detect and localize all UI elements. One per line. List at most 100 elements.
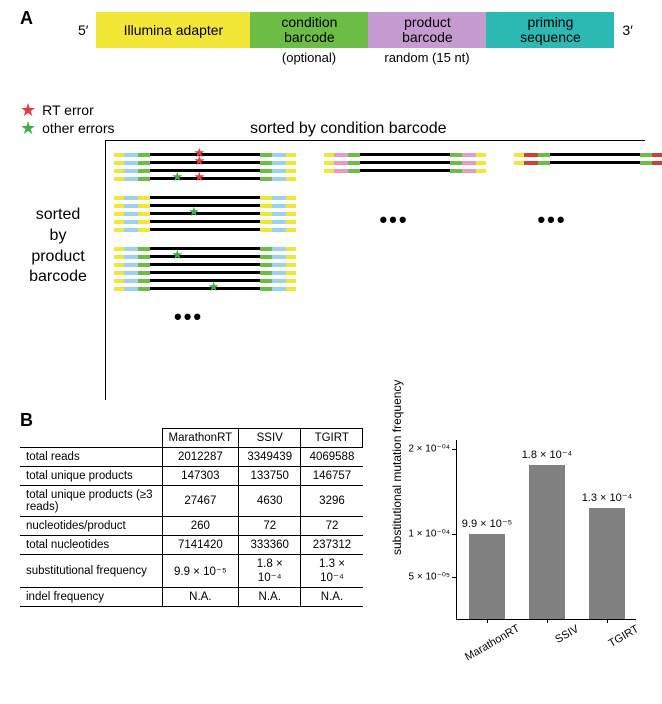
bar-value-label: 1.3 × 10⁻⁴ [581,491,633,504]
row-label: nucleotides/product [20,517,162,536]
legend-other-label: other errors [42,120,114,136]
stats-table: MarathonRTSSIVTGIRT total reads2012287334… [20,428,363,607]
error-star-icon: ★ [208,279,220,295]
read-line [114,194,296,201]
y-tick [452,449,457,450]
legend-rt-error: ★ RT error [20,102,115,118]
star-icon: ★ [20,121,36,135]
read-line [114,269,645,276]
x-tick-label: TGIRT [583,623,641,663]
row-label: total unique products [20,467,162,486]
read-line [114,261,645,268]
bar [529,465,565,619]
read-line [324,151,486,158]
read-group: ★ [114,194,296,233]
table-cell: N.A. [239,588,301,607]
table-cell: 333360 [239,536,301,555]
bar-chart: substitutional mutation frequency 5 × 10… [400,430,650,680]
table-cell: 4069588 [301,448,363,467]
read-line [114,202,296,209]
bar-value-label: 1.8 × 10⁻⁴ [521,448,573,461]
table-cell: 3349439 [239,448,301,467]
table-cell: 4630 [239,486,301,517]
adapter-caption-row: (optional)random (15 nt) [96,50,640,65]
adapter-row: 5′ Illumina adapterconditionbarcodeprodu… [70,12,640,48]
adapter-segment: Illumina adapter [96,12,250,48]
x-tick [607,619,608,623]
error-star-icon: ★ [194,169,206,185]
read-line: ★ [114,210,296,217]
three-prime-label: 3′ [614,22,640,38]
row-label: total nucleotides [20,536,162,555]
table-cell: 237312 [301,536,363,555]
row-label: indel frequency [20,588,162,607]
sort-side-label: sortedbyproductbarcode [18,205,98,288]
read-line [114,226,296,233]
read-group [324,151,486,174]
x-tick [487,619,488,623]
read-line [114,277,645,284]
x-tick [547,619,548,623]
adapter-segment: primingsequence [486,12,614,48]
read-group [514,151,662,166]
read-line: ★ [114,285,645,292]
ellipsis-icon: ••• [324,207,464,233]
read-group: ★★ [114,245,645,292]
table-cell: 147303 [162,467,239,486]
table-cell: 72 [301,517,363,536]
row-label: total reads [20,448,162,467]
table-cell: 146757 [301,467,363,486]
table-cell: 133750 [239,467,301,486]
table-cell: 1.3 × 10⁻⁴ [301,555,363,588]
panel-b-label: B [20,410,33,431]
panel-a-label: A [20,8,33,29]
table-header [20,429,162,448]
table-header: MarathonRT [162,429,239,448]
read-line [114,245,645,252]
table-header: TGIRT [301,429,363,448]
read-line: ★★ [114,175,296,182]
bar [589,508,625,619]
legend-rt-label: RT error [42,102,94,118]
bar [469,534,505,619]
y-tick-label: 2 × 10⁻⁰⁴ [408,443,450,454]
read-line [324,159,486,166]
x-tick-label: MarathonRT [463,623,521,663]
table-cell: 27467 [162,486,239,517]
adapter-caption [96,50,250,65]
read-line [114,218,296,225]
five-prime-label: 5′ [70,22,96,38]
legend: ★ RT error ★ other errors [20,102,115,138]
ellipsis-icon: ••• [174,304,645,330]
adapter-segment: productbarcode [368,12,486,48]
table-header: SSIV [239,429,301,448]
read-line [514,159,662,166]
table-cell: 9.9 × 10⁻⁵ [162,555,239,588]
row-label: total unique products (≥3 reads) [20,486,162,517]
adapter-caption: random (15 nt) [368,50,486,65]
y-tick [452,534,457,535]
sort-header: sorted by condition barcode [250,120,447,138]
read-grid: ★★★★★••••••★★••• [105,140,645,400]
table-cell: N.A. [162,588,239,607]
read-line: ★ [114,159,296,166]
y-tick-label: 1 × 10⁻⁰⁴ [408,529,450,540]
x-tick-label: SSIV [523,623,581,663]
star-icon: ★ [20,103,36,117]
table-cell: 2012287 [162,448,239,467]
read-group: ★★★★ [114,151,296,182]
plot-area: 5 × 10⁻⁰⁵1 × 10⁻⁰⁴2 × 10⁻⁰⁴9.9 × 10⁻⁵Mar… [456,440,636,620]
adapter-caption [486,50,614,65]
panel-a: A 5′ Illumina adapterconditionbarcodepro… [20,8,640,65]
table-cell: 260 [162,517,239,536]
table-cell: 1.8 × 10⁻⁴ [239,555,301,588]
y-tick [452,577,457,578]
adapter-caption: (optional) [250,50,368,65]
read-line [324,167,486,174]
table-cell: N.A. [301,588,363,607]
bar-value-label: 9.9 × 10⁻⁵ [461,517,513,530]
table-cell: 3296 [301,486,363,517]
y-tick-label: 5 × 10⁻⁰⁵ [408,572,450,583]
adapter-segment: conditionbarcode [250,12,368,48]
error-star-icon: ★ [172,169,184,185]
